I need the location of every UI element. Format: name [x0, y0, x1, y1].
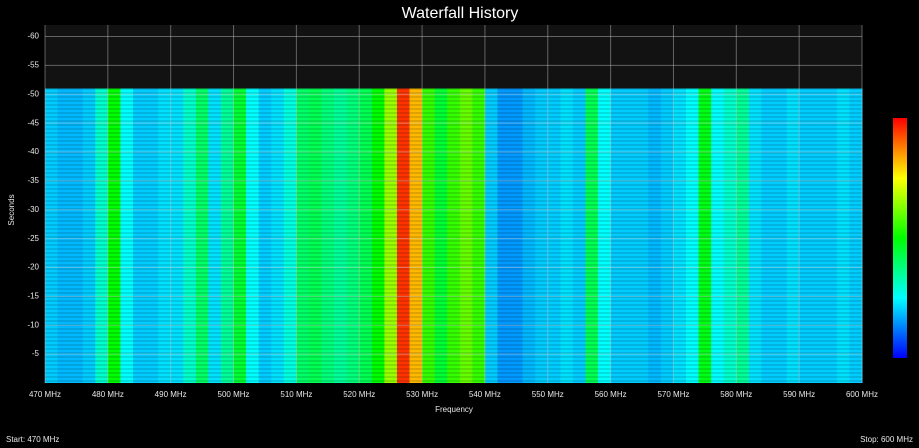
stop-label: Stop: 600 MHz: [860, 435, 913, 444]
x-tick-label: 560 MHz: [595, 390, 627, 399]
scanline-overlay: [45, 89, 862, 383]
x-tick-label: 500 MHz: [218, 390, 250, 399]
y-tick-label: -5: [32, 349, 40, 358]
y-tick-label: -45: [27, 118, 39, 127]
x-tick-label: 590 MHz: [783, 390, 815, 399]
y-tick-label: -15: [27, 291, 39, 300]
x-tick-label: 580 MHz: [720, 390, 752, 399]
y-tick-label: -60: [27, 32, 39, 41]
x-tick-label: 570 MHz: [657, 390, 689, 399]
waterfall-chart: Waterfall History Frequency Seconds Star…: [0, 0, 919, 448]
y-tick-label: -50: [27, 89, 39, 98]
x-tick-label: 530 MHz: [406, 390, 438, 399]
y-tick-label: -20: [27, 263, 39, 272]
x-tick-label: 490 MHz: [155, 390, 187, 399]
start-label: Start: 470 MHz: [6, 435, 59, 444]
y-tick-label: -35: [27, 176, 39, 185]
y-axis-label: Seconds: [7, 194, 16, 225]
x-tick-label: 480 MHz: [92, 390, 124, 399]
chart-title: Waterfall History: [402, 5, 519, 22]
x-tick-label: 600 MHz: [846, 390, 878, 399]
x-tick-label: 520 MHz: [343, 390, 375, 399]
x-axis-label: Frequency: [435, 405, 473, 414]
x-tick-label: 540 MHz: [469, 390, 501, 399]
x-tick-label: 470 MHz: [29, 390, 61, 399]
y-tick-label: -55: [27, 61, 39, 70]
colorbar: [893, 118, 907, 358]
y-tick-label: -10: [27, 320, 39, 329]
x-tick-label: 550 MHz: [532, 390, 564, 399]
y-tick-label: -40: [27, 147, 39, 156]
y-tick-label: -30: [27, 205, 39, 214]
y-tick-label: -25: [27, 234, 39, 243]
x-tick-label: 510 MHz: [280, 390, 312, 399]
